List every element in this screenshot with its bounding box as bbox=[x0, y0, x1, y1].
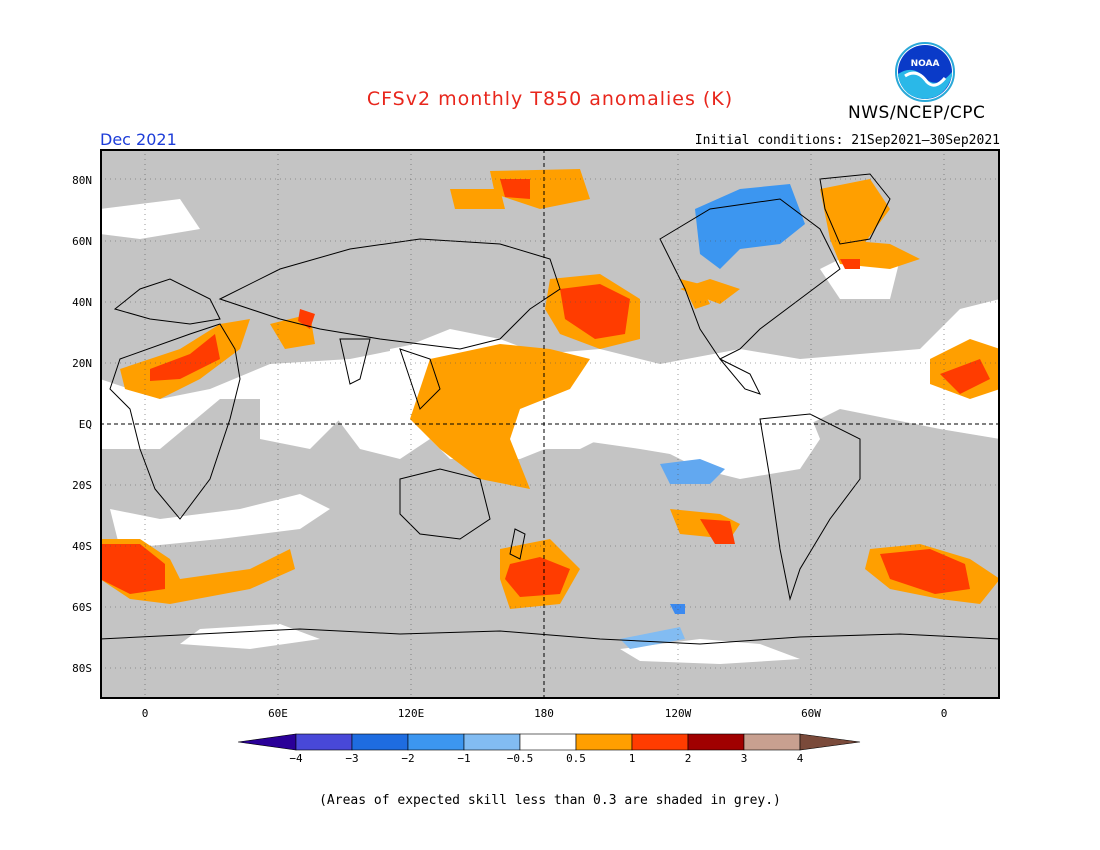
colorbar-bin-3 bbox=[407, 733, 465, 751]
lat-label-80s: 80S bbox=[72, 662, 92, 675]
colorbar-bin-2 bbox=[351, 733, 409, 751]
lat-label-20s: 20S bbox=[72, 479, 92, 492]
colorbar-bin-6 bbox=[575, 733, 633, 751]
colorbar-label-p3: 3 bbox=[740, 752, 748, 765]
colorbar-label-p05: 0.5 bbox=[566, 752, 586, 765]
lat-label-eq: EQ bbox=[78, 418, 92, 431]
lat-label-20n: 20N bbox=[72, 357, 92, 370]
lon-label-120e: 120E bbox=[397, 707, 425, 720]
lon-label-0-right: 0 bbox=[940, 707, 948, 720]
colorbar-label-m1: −1 bbox=[457, 752, 471, 765]
colorbar-label-p1: 1 bbox=[628, 752, 636, 765]
colorbar-bin-8 bbox=[687, 733, 745, 751]
colorbar bbox=[238, 733, 861, 751]
lat-label-60n: 60N bbox=[72, 235, 92, 248]
lat-label-60s: 60S bbox=[72, 601, 92, 614]
map-frame bbox=[100, 149, 1000, 699]
colorbar-bin-5 bbox=[519, 733, 577, 751]
map-title: CFSv2 monthly T850 anomalies (K) bbox=[366, 88, 734, 110]
colorbar-label-m4: −4 bbox=[289, 752, 303, 765]
forecast-month: Dec 2021 bbox=[100, 130, 177, 149]
colorbar-bin-7 bbox=[631, 733, 689, 751]
colorbar-bin-9 bbox=[743, 733, 801, 751]
colorbar-end-low bbox=[238, 733, 297, 751]
anomaly-blue-areas bbox=[620, 184, 805, 649]
lat-label-40s: 40S bbox=[72, 540, 92, 553]
colorbar-label-p4: 4 bbox=[796, 752, 804, 765]
colorbar-label-m05: −0.5 bbox=[506, 752, 534, 765]
skill-note: (Areas of expected skill less than 0.3 a… bbox=[319, 793, 781, 808]
initial-conditions: Initial conditions: 21Sep2021–30Sep2021 bbox=[694, 133, 1000, 148]
logo-text: NOAA bbox=[911, 59, 940, 69]
organization-label: NWS/NCEP/CPC bbox=[848, 103, 986, 123]
colorbar-label-m3: −3 bbox=[345, 752, 359, 765]
lon-label-60w: 60W bbox=[801, 707, 821, 720]
noaa-logo: NOAA bbox=[895, 42, 955, 102]
colorbar-end-high bbox=[799, 733, 861, 751]
colorbar-bin-1 bbox=[295, 733, 353, 751]
colorbar-label-p2: 2 bbox=[684, 752, 692, 765]
lon-label-0-left: 0 bbox=[141, 707, 149, 720]
colorbar-label-m2: −2 bbox=[401, 752, 415, 765]
anomaly-red-areas bbox=[100, 179, 990, 597]
anomaly-map bbox=[100, 149, 1000, 699]
lon-label-180: 180 bbox=[534, 707, 554, 720]
lat-label-80n: 80N bbox=[72, 174, 92, 187]
coastlines bbox=[100, 173, 1000, 645]
lat-label-40n: 40N bbox=[72, 296, 92, 309]
lon-label-60e: 60E bbox=[268, 707, 288, 720]
colorbar-bin-4 bbox=[463, 733, 521, 751]
lon-label-120w: 120W bbox=[664, 707, 692, 720]
